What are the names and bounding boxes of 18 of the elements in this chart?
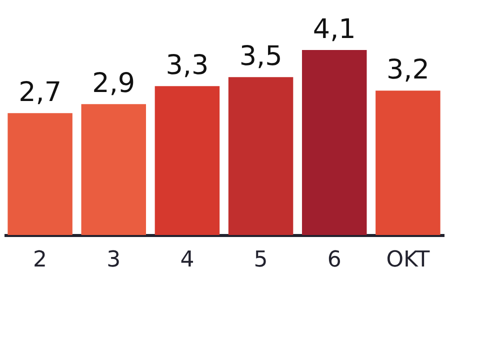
data-label: 3,2 bbox=[386, 54, 430, 86]
x-tick-label: 6 bbox=[327, 248, 342, 272]
bar bbox=[228, 77, 294, 235]
x-tick-label: OKT bbox=[386, 248, 430, 272]
x-tick-label: 3 bbox=[106, 248, 121, 272]
bar bbox=[8, 113, 72, 235]
bar bbox=[302, 50, 367, 235]
bar bbox=[376, 90, 440, 235]
bar bbox=[154, 86, 220, 235]
x-tick-label: 2 bbox=[33, 248, 48, 272]
x-tick-label: 4 bbox=[180, 248, 194, 272]
data-label: 3,3 bbox=[166, 50, 209, 82]
data-label: 3,5 bbox=[239, 41, 282, 72]
data-label: 2,7 bbox=[18, 77, 62, 108]
bar bbox=[81, 104, 146, 235]
x-tick-label: 5 bbox=[254, 248, 268, 272]
data-label: 4,1 bbox=[312, 14, 356, 45]
data-label: 2,9 bbox=[92, 68, 136, 100]
